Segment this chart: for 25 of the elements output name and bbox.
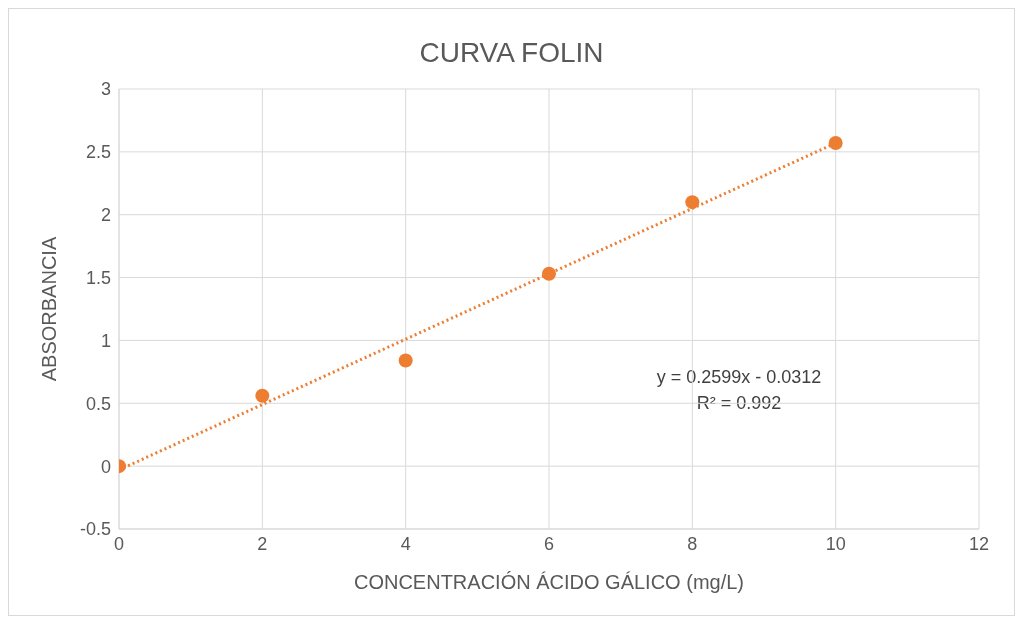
y-tick-label: 0.5 [85, 393, 111, 414]
x-tick-label: 6 [543, 533, 555, 554]
y-tick-label: 3 [100, 79, 111, 100]
x-tick-label: 8 [687, 533, 698, 554]
point [828, 136, 843, 151]
point [398, 353, 413, 368]
chart-title: CURVA FOLIN [418, 37, 605, 69]
point [542, 266, 556, 281]
y-axis-title: ABSORBANCIA [38, 236, 61, 382]
y-tick-label: -0.5 [79, 519, 111, 540]
x-tick-label: 0 [113, 533, 125, 554]
y-tick-label: 2 [100, 205, 111, 226]
point [685, 195, 700, 210]
y-tick-label: 0 [100, 456, 111, 477]
x-tick-label: 2 [257, 533, 268, 554]
y-tick-label: 2.5 [85, 142, 111, 163]
x-tick-label: 4 [400, 533, 411, 554]
annotation: R² = 0.992 [695, 392, 783, 415]
point [255, 388, 270, 403]
x-axis-title: CONCENTRACIÓN ÁCIDO GÁLICO (mg/L) [353, 571, 745, 593]
x-tick-label: 12 [968, 533, 990, 554]
y-tick-label: 1 [100, 330, 111, 351]
y-tick-label: 1.5 [85, 267, 111, 288]
annotation: y = 0.2599x - 0.0312 [655, 366, 823, 389]
x-tick-label: 10 [825, 533, 846, 554]
